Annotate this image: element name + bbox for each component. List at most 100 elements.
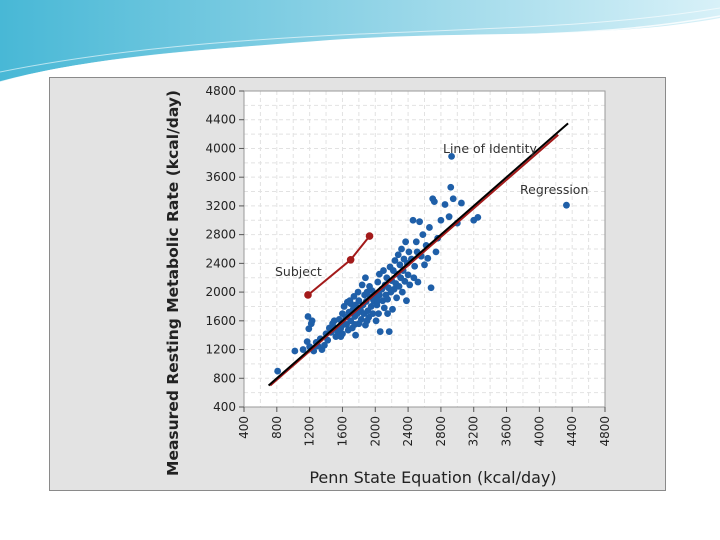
subject-point (346, 255, 355, 264)
plot-frame (243, 90, 606, 408)
data-point (437, 216, 445, 224)
data-point (403, 297, 410, 305)
y-tick-label: 1600 (205, 314, 236, 328)
data-point (304, 313, 312, 320)
y-tick-label: 2400 (205, 256, 236, 270)
data-point (391, 257, 399, 264)
data-point (380, 304, 388, 312)
data-point (419, 231, 427, 239)
data-point (357, 315, 365, 323)
data-point (390, 285, 398, 293)
x-tick-label: 1600 (335, 416, 349, 447)
data-point (405, 248, 413, 256)
data-point (385, 328, 393, 335)
x-tick-label: 1200 (303, 416, 317, 447)
data-point (321, 341, 328, 349)
data-point (445, 213, 453, 221)
data-point (363, 317, 371, 325)
data-point (421, 261, 428, 269)
data-point (416, 218, 423, 226)
fit-lines (267, 122, 569, 387)
data-point (447, 183, 455, 191)
y-tick-label: 4400 (205, 113, 236, 127)
y-tick-label: 1200 (205, 343, 236, 357)
x-tick-label: 2000 (368, 416, 382, 447)
data-point (432, 248, 440, 256)
data-point (426, 224, 433, 231)
y-tick-label: 3200 (205, 199, 236, 213)
data-point (376, 328, 384, 335)
data-point (274, 367, 282, 375)
data-point (404, 271, 412, 279)
data-point (374, 278, 382, 286)
y-tick-label: 4800 (205, 84, 236, 98)
y-tick-label: 2800 (205, 228, 236, 242)
data-point (393, 294, 401, 302)
regression-line (269, 134, 559, 387)
data-point (396, 261, 404, 269)
y-tick-label: 4000 (205, 141, 236, 155)
data-point (395, 282, 403, 290)
y-axis-title: Measured Resting Metabolic Rate (kcal/da… (164, 90, 182, 476)
data-point (352, 331, 359, 339)
data-point (303, 338, 311, 346)
data-point (384, 295, 391, 303)
data-point (563, 201, 570, 209)
data-point (375, 270, 383, 278)
data-point (430, 198, 438, 206)
data-point (384, 310, 391, 318)
y-tick-label: 2000 (205, 285, 236, 299)
data-points (274, 152, 570, 375)
data-point (389, 305, 396, 313)
data-point (299, 346, 307, 353)
data-point (367, 303, 375, 310)
data-point (414, 278, 422, 286)
data-point (355, 297, 363, 305)
x-tick-label: 4400 (565, 416, 579, 447)
data-point (362, 274, 369, 282)
y-tick-labels: 400 800 1200 1600 2000 2400 2800 3200 3600 4000 44… (205, 84, 236, 414)
y-tick-label: 400 (213, 400, 236, 414)
x-tick-label: 3600 (500, 416, 514, 447)
x-tick-label: 4000 (532, 416, 546, 447)
data-point (406, 281, 414, 289)
data-point (424, 254, 432, 262)
subject-point (365, 232, 374, 240)
x-tick-label: 800 (270, 416, 284, 439)
subject-point (304, 291, 312, 299)
data-point (474, 214, 482, 221)
subject-annotation: Subject (275, 264, 322, 279)
subject-series (304, 232, 374, 299)
data-point (398, 245, 405, 253)
data-point (402, 238, 410, 246)
axes (239, 90, 606, 412)
x-tick-label: 2400 (401, 416, 415, 447)
data-point (358, 281, 366, 289)
data-point (409, 216, 417, 224)
data-point (350, 293, 358, 300)
identity-annotation: Line of Identity (443, 141, 538, 156)
data-point (308, 317, 316, 325)
data-point (412, 238, 420, 246)
x-tick-label: 2800 (434, 416, 448, 447)
data-point (449, 195, 457, 203)
x-tick-label: 3200 (467, 416, 481, 447)
x-axis-title: Penn State Equation (kcal/day) (309, 468, 556, 487)
data-point (441, 201, 449, 208)
data-point (411, 262, 419, 270)
identity-line (267, 122, 569, 387)
data-point (369, 310, 377, 318)
data-point (448, 152, 455, 160)
data-point (337, 333, 345, 341)
data-point (291, 347, 299, 355)
data-point (374, 297, 382, 305)
data-point (324, 336, 332, 344)
data-point (375, 310, 382, 318)
data-point (410, 274, 418, 282)
y-tick-label: 800 (213, 371, 236, 385)
x-tick-labels: 400 800 1200 1600 2000 2400 2800 3200 3600 4000 44… (237, 416, 612, 447)
data-point (354, 288, 362, 296)
data-point (398, 288, 406, 296)
data-point (305, 325, 313, 333)
